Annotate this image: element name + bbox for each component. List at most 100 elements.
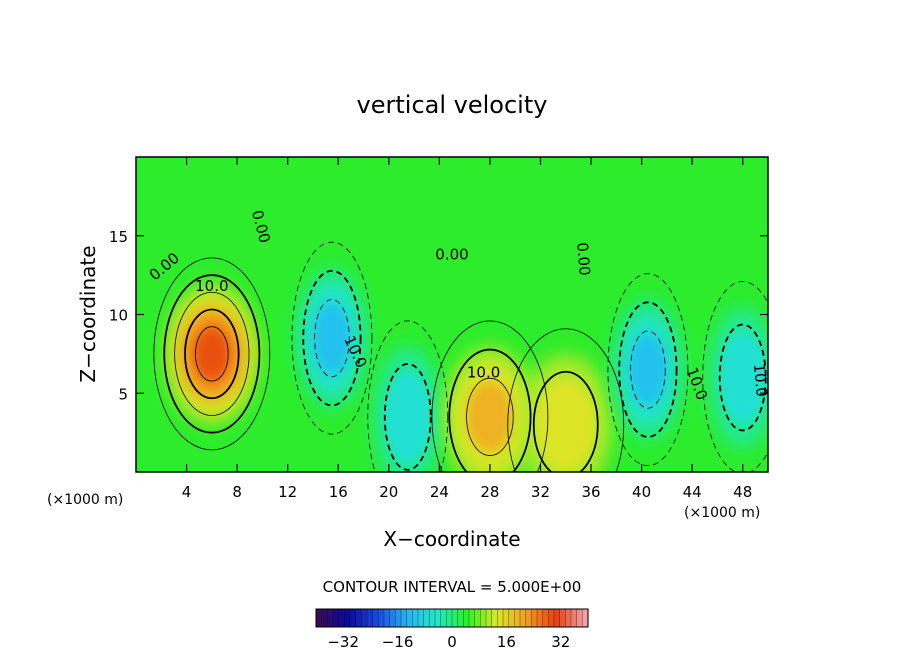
- colorbar-swatch: [502, 608, 510, 628]
- contour-line: [302, 269, 362, 407]
- colorbar-swatch: [474, 608, 481, 628]
- colorbar-swatch: [372, 608, 379, 628]
- contour-label: 0.00: [435, 245, 468, 263]
- x-tick-label: 16: [329, 483, 348, 501]
- contour-interval-text: CONTOUR INTERVAL = 5.000E+00: [323, 578, 582, 596]
- colorbar-swatch: [536, 608, 544, 628]
- contour-line: [507, 328, 625, 472]
- x-tick-label: 24: [430, 483, 449, 501]
- colorbar-swatch: [542, 608, 549, 628]
- colorbar-swatch: [491, 608, 498, 628]
- contour-line: [431, 320, 549, 472]
- y-tick-label: 5: [118, 385, 128, 403]
- colorbar-swatch: [361, 608, 368, 628]
- colorbar-swatch: [315, 608, 323, 628]
- contour-label: 10.0: [467, 364, 500, 382]
- contour-line: [184, 308, 240, 400]
- colorbar-swatch: [497, 608, 504, 628]
- y-tick-label: 10: [109, 307, 128, 325]
- y-axis: 5 10 15: [109, 228, 768, 403]
- contour-label: 10.0: [195, 277, 228, 295]
- colorbar-swatch: [508, 608, 515, 628]
- colorbar-swatch: [412, 608, 419, 628]
- colorbar-swatch: [480, 608, 487, 628]
- contour-line: [195, 326, 229, 382]
- contour-lines: [153, 241, 768, 472]
- colorbar-tick-label: 0: [447, 633, 457, 651]
- contour-line: [466, 377, 514, 456]
- chart-title: vertical velocity: [357, 91, 548, 119]
- contour-line: [702, 281, 768, 472]
- contour-line: [718, 323, 767, 432]
- colorbar-swatch: [451, 608, 459, 628]
- colorbar-swatch: [553, 608, 561, 628]
- colorbar-swatch: [576, 608, 583, 628]
- colorbar-frame: [315, 608, 589, 628]
- contour-line: [618, 301, 678, 438]
- contour-line: [291, 241, 373, 435]
- colorbar-tick-label: 32: [551, 633, 570, 651]
- colorbar-swatch: [485, 608, 493, 628]
- x-tick-label: 28: [480, 483, 499, 501]
- field-blob: [719, 332, 766, 423]
- colorbar-swatch: [355, 608, 362, 628]
- contour-line: [448, 348, 532, 472]
- colorbar-tick-label: −16: [382, 633, 414, 651]
- colorbar-swatch: [321, 608, 328, 628]
- colorbar-tick-label: −32: [327, 633, 359, 651]
- colorbar-swatch: [457, 608, 464, 628]
- colorbar-swatch: [446, 608, 453, 628]
- colorbar-swatch: [378, 608, 385, 628]
- x-tick-label: 36: [581, 483, 600, 501]
- colorbar-swatch: [338, 608, 345, 628]
- colorbar-swatch: [463, 608, 470, 628]
- colorbar-swatch: [423, 608, 430, 628]
- colorbar-swatch: [434, 608, 442, 628]
- y-tick-label: 15: [109, 228, 128, 246]
- colorbar-swatch: [468, 608, 476, 628]
- colorbar-swatch: [519, 608, 527, 628]
- colorbar-swatch: [366, 608, 374, 628]
- contour-line: [174, 291, 250, 416]
- field-blob: [466, 382, 514, 452]
- colorbar-swatch: [383, 608, 391, 628]
- colorbar-swatch: [349, 608, 357, 628]
- field-blob: [629, 335, 666, 405]
- colorbar-swatch: [327, 608, 334, 628]
- colorbar-swatch: [389, 608, 396, 628]
- contour-line: [532, 370, 599, 472]
- x-tick-label: 20: [379, 483, 398, 501]
- colorbar-swatch: [582, 608, 589, 628]
- colorbar-swatch: [406, 608, 413, 628]
- x-tick-label: 12: [278, 483, 297, 501]
- colorbar-swatch: [525, 608, 532, 628]
- colorbar-swatch: [514, 608, 521, 628]
- field-blob: [535, 379, 596, 470]
- field-blob: [194, 328, 229, 379]
- colorbar-tick-label: 16: [497, 633, 516, 651]
- contour-line: [163, 274, 261, 434]
- colorbar: −32 −16 0 16 32: [315, 608, 589, 651]
- colorbar-swatch: [332, 608, 340, 628]
- x-tick-label: 8: [232, 483, 242, 501]
- x-tick-label: 48: [733, 483, 752, 501]
- contour-line: [367, 320, 449, 472]
- contour-line: [607, 273, 689, 467]
- colorbar-swatch: [548, 608, 555, 628]
- colorbar-swatch: [344, 608, 351, 628]
- contour-line: [314, 299, 350, 378]
- colorbar-swatch: [559, 608, 566, 628]
- x-unit-left: (×1000 m): [47, 492, 123, 508]
- colorbar-swatch: [400, 608, 408, 628]
- colorbar-swatch: [395, 608, 402, 628]
- x-unit-right: (×1000 m): [684, 505, 760, 521]
- contour-line: [153, 257, 271, 451]
- contour-label: 0.00: [573, 242, 594, 277]
- x-tick-label: 32: [531, 483, 550, 501]
- colorbar-swatch: [417, 608, 425, 628]
- field-blob: [313, 303, 350, 373]
- x-tick-label: 40: [632, 483, 651, 501]
- x-tick-label: 44: [683, 483, 702, 501]
- x-axis: 4 8 12 16 20 24 28 32 36 40 44 48: [182, 157, 752, 501]
